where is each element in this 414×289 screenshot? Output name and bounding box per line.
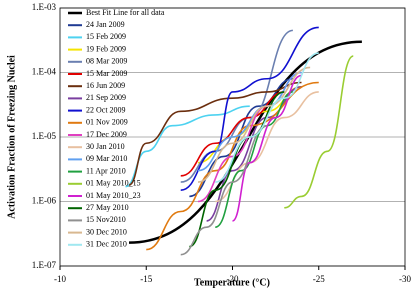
legend-label: 01 Nov 2009 — [86, 118, 128, 127]
legend-label: 01 May 2010_23 — [86, 191, 141, 200]
legend-label: 24 Jan 2009 — [86, 20, 125, 29]
series-line — [197, 71, 302, 172]
series-line — [180, 26, 319, 191]
y-tick-label: 1.E-03 — [32, 2, 57, 12]
legend-label: Best Fit Line for all data — [86, 8, 165, 17]
legend-label: 30 Jan 2010 — [86, 142, 125, 151]
legend-label: 08 Mar 2009 — [86, 57, 127, 66]
legend-label: 21 Sep 2009 — [86, 93, 126, 102]
series-line — [214, 91, 294, 228]
x-tick-label: -20 — [227, 274, 239, 284]
series-line — [180, 124, 268, 256]
legend-label: 19 Feb 2009 — [86, 44, 126, 53]
legend-label: 30 Dec 2010 — [86, 227, 127, 236]
x-tick-label: -30 — [399, 274, 411, 284]
y-axis-title: Activation Fraction of Freezing Nuclei — [6, 55, 17, 219]
series-line — [215, 52, 319, 183]
series-line — [189, 91, 285, 248]
series-line — [180, 29, 294, 183]
x-tick-label: -15 — [140, 274, 152, 284]
x-tick-label: -10 — [54, 274, 66, 284]
y-tick-label: 1.E-06 — [32, 196, 57, 206]
legend-label: 01 May 2010_15 — [86, 179, 141, 188]
y-tick-label: 1.E-05 — [32, 131, 57, 141]
series-line — [128, 81, 302, 186]
legend-label: 17 Dec 2009 — [86, 130, 127, 139]
legend-label: 15 Nov2010 — [86, 215, 126, 224]
legend-label: 22 Oct 2009 — [86, 105, 126, 114]
legend-label: 09 Mar 2010 — [86, 154, 127, 163]
legend-label: 15 Mar 2009 — [86, 69, 127, 78]
series-line — [206, 86, 302, 222]
y-tick-label: 1.E-04 — [32, 67, 57, 77]
series-line — [197, 66, 311, 183]
legend-label: 31 Dec 2010 — [86, 240, 127, 249]
legend-label: 27 May 2010 — [86, 203, 129, 212]
plot-frame — [59, 7, 406, 267]
legend-label: 15 Feb 2009 — [86, 32, 126, 41]
series-line — [284, 55, 354, 209]
x-axis-title: Temperature (°C) — [194, 277, 270, 288]
x-tick-label: -25 — [313, 274, 325, 284]
legend-label: 16 Jun 2009 — [86, 81, 125, 90]
legend-label: 11 Apr 2010 — [86, 166, 126, 175]
y-tick-label: 1.E-07 — [32, 260, 57, 270]
